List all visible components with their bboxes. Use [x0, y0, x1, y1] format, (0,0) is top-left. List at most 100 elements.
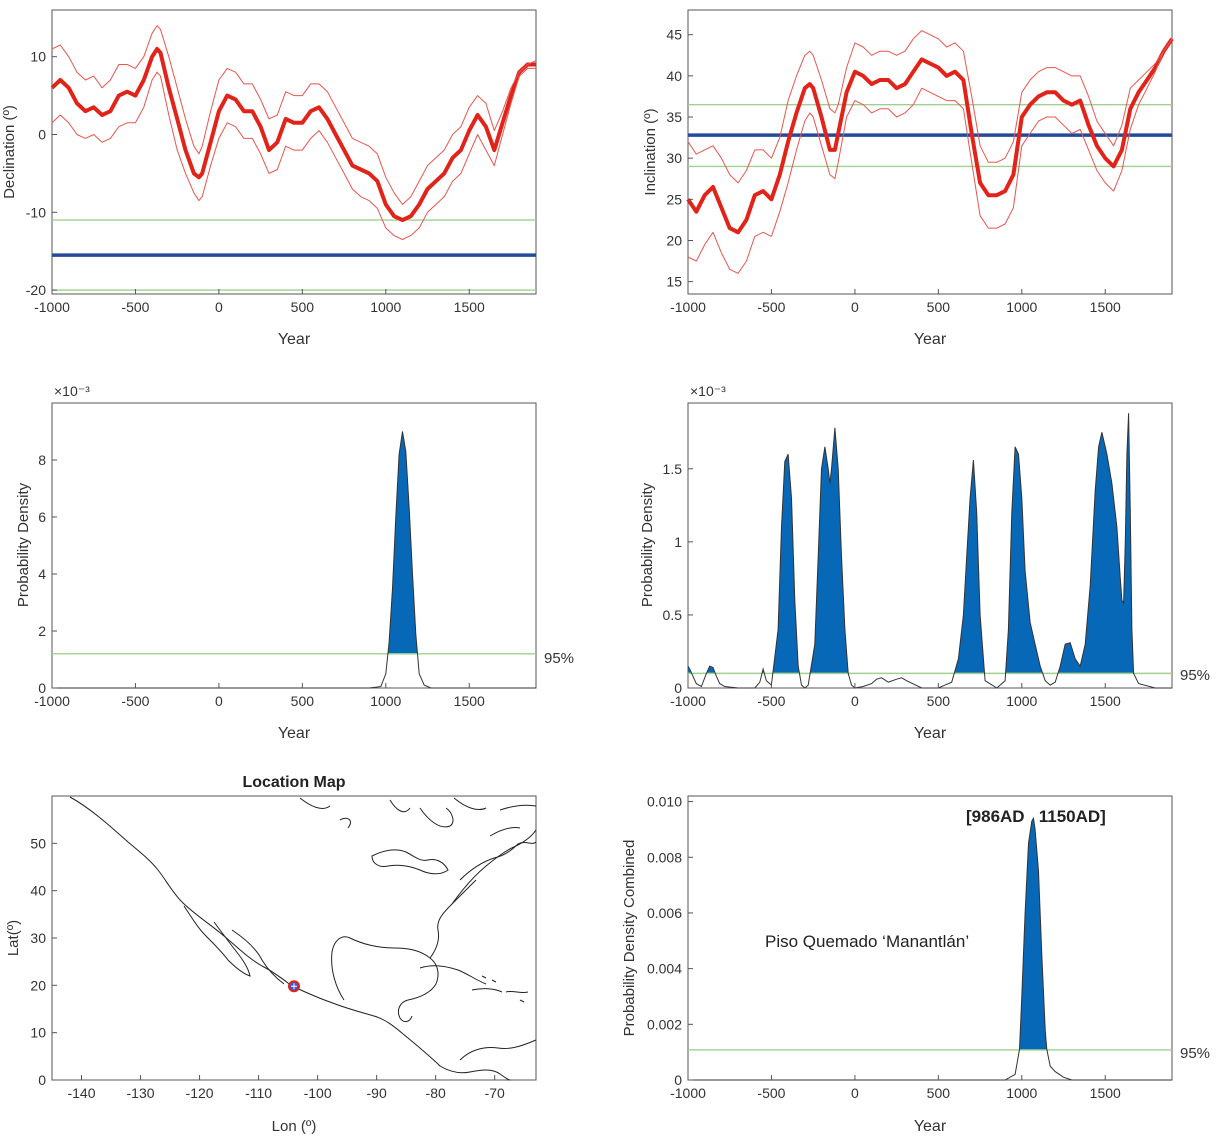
- map-ytick-label: 40: [30, 883, 46, 899]
- inclination-xtick-label: 500: [927, 299, 951, 315]
- pdf-combined-ytick-label: 0.006: [647, 905, 682, 921]
- map-ytick-label: 50: [30, 835, 46, 851]
- declination-xtick-label: 500: [291, 299, 315, 315]
- inclination-panel: -1000 -500 0 500 1000 1500 15 20 25 30 35 40 45 Year…: [642, 9, 1174, 348]
- pdf-combined-ytick-label: 0.008: [647, 849, 682, 865]
- inclination-upper-curve: [687, 30, 1173, 184]
- pdf-declination-xtick-label: -1000: [34, 693, 70, 709]
- map-xlabel: Lon (º): [272, 1118, 317, 1135]
- map-xtick-label: -100: [304, 1085, 332, 1101]
- inclination-xtick-label: -1000: [670, 299, 706, 315]
- declination-upper-curve: [51, 25, 537, 205]
- pdf-declination-area-above-threshold: [387, 431, 418, 654]
- map-xtick-label: -110: [245, 1085, 272, 1101]
- pdf-inclination-xtick-label: 500: [927, 693, 951, 709]
- declination-lower-curve: [51, 67, 536, 240]
- coastline-hispaniola: [471, 988, 529, 994]
- pdf-declination-xlabel: Year: [278, 725, 311, 742]
- pdf-declination-ytick-label: 4: [38, 566, 46, 582]
- coastline-cuba: [419, 965, 487, 985]
- map-ytick-label: 10: [30, 1025, 46, 1041]
- site-marker-cross: [291, 983, 297, 990]
- coastline-florida: [429, 879, 477, 959]
- coastline-antilles: [481, 975, 525, 1003]
- pdf-combined-xtick-label: 1500: [1090, 1085, 1121, 1101]
- map-ylabel: Lat(º): [5, 920, 22, 956]
- map-ytick-label: 0: [38, 1072, 46, 1088]
- pdf-inclination-density-curve: [687, 413, 1172, 689]
- declination-mean-curve: [50, 46, 536, 223]
- declination-ytick-label: 0: [38, 126, 46, 142]
- inclination-mean-curve: [686, 37, 1174, 235]
- pdf-combined-xtick-label: 0: [851, 1085, 859, 1101]
- declination-xtick-label: -500: [121, 299, 149, 315]
- pdf-declination-ytick-label: 2: [38, 623, 46, 639]
- inclination-xtick-label: 0: [851, 299, 859, 315]
- pdf-inclination-xtick-label: 0: [851, 693, 859, 709]
- pdf-declination-ytick-label: 0: [38, 680, 46, 696]
- map-ytick-label: 30: [30, 930, 46, 946]
- coastline-baja-california: [183, 905, 251, 977]
- pdf-inclination-xtick-label: 1000: [1006, 693, 1037, 709]
- pdf-declination-xtick-label: 500: [291, 693, 315, 709]
- map-xtick-label: -140: [67, 1085, 95, 1101]
- inclination-xtick-label: -500: [757, 299, 785, 315]
- pdf-combined-area-above-threshold: [1019, 818, 1047, 1050]
- pdf-inclination-xtick-label: -1000: [670, 693, 706, 709]
- pdf-declination-ytick-label: 6: [38, 509, 46, 525]
- pdf-declination-panel: -1000 -500 0 500 1000 1500 0 2 4 6 8 ×10⁻³ Year Pr…: [15, 383, 574, 742]
- pdf-combined-density-curve: [688, 816, 1172, 1081]
- declination-axes-frame: [51, 9, 537, 295]
- map-ytick-label: 20: [30, 977, 46, 993]
- pdf-combined-ytick-label: 0.010: [647, 794, 682, 810]
- inclination-ytick-label: 45: [666, 27, 682, 43]
- inclination-ylabel: Inclination (º): [642, 108, 659, 195]
- pdf-declination-xtick-label: 0: [215, 693, 223, 709]
- pdf-inclination-xtick-label: -500: [757, 693, 785, 709]
- inclination-ytick-label: 40: [666, 68, 682, 84]
- pdf-combined-threshold-label: 95%: [1180, 1045, 1210, 1062]
- declination-ytick-label: -20: [26, 282, 46, 298]
- inclination-xtick-label: 1500: [1090, 299, 1121, 315]
- pdf-inclination-ytick-label: 0: [674, 680, 682, 696]
- inclination-xtick-label: 1000: [1006, 299, 1037, 315]
- location-map-title: Location Map: [242, 774, 345, 791]
- declination-xtick-label: -1000: [34, 299, 70, 315]
- pdf-declination-scale-label: ×10⁻³: [54, 383, 90, 399]
- pdf-declination-ytick-label: 8: [38, 452, 46, 468]
- pdf-inclination-ytick-label: 1.5: [663, 461, 683, 477]
- inclination-ytick-label: 15: [666, 274, 682, 290]
- pdf-inclination-xtick-label: 1500: [1090, 693, 1121, 709]
- pdf-inclination-ytick-label: 0.5: [663, 607, 683, 623]
- pdf-declination-xtick-label: 1000: [370, 693, 401, 709]
- coastline-south-america: [459, 1039, 537, 1061]
- pdf-combined-panel: -1000 -500 0 500 1000 1500 0 0.002 0.004 0.006 0.0…: [621, 794, 1210, 1135]
- pdf-combined-xtick-label: 1000: [1006, 1085, 1037, 1101]
- inclination-ytick-label: 30: [666, 150, 682, 166]
- pdf-inclination-area-above-threshold: [688, 413, 1134, 674]
- site-label: Piso Quemado ‘Manantlán’: [765, 932, 969, 951]
- coastline-gulf-of-california: [231, 929, 285, 985]
- pdf-declination-xtick-label: -500: [121, 693, 149, 709]
- map-xtick-label: -80: [426, 1085, 446, 1101]
- inclination-axes-frame: [687, 9, 1173, 295]
- pdf-declination-axes-frame: [51, 402, 537, 689]
- pdf-combined-ylabel: Probability Density Combined: [621, 840, 638, 1037]
- pdf-combined-xlabel: Year: [914, 1118, 947, 1135]
- pdf-declination-density-curve: [52, 431, 536, 689]
- declination-xtick-label: 1000: [370, 299, 401, 315]
- map-coastlines: [69, 796, 537, 1081]
- inclination-ytick-label: 25: [666, 191, 682, 207]
- coastline-hudson-bay: [299, 797, 487, 829]
- pdf-combined-xtick-label: -1000: [670, 1085, 706, 1101]
- declination-ytick-label: 10: [30, 49, 46, 65]
- pdf-inclination-panel: -1000 -500 0 500 1000 1500 0 0.5 1 1.5 ×10⁻³ Year…: [639, 383, 1210, 742]
- coastline-north-america-pacific: [69, 796, 511, 1081]
- declination-xtick-label: 0: [215, 299, 223, 315]
- pdf-inclination-ylabel: Probability Density: [639, 482, 656, 607]
- inclination-lower-curve: [687, 38, 1173, 274]
- declination-xtick-label: 1500: [454, 299, 485, 315]
- map-xtick-label: -90: [367, 1085, 387, 1101]
- pdf-inclination-xlabel: Year: [914, 725, 947, 742]
